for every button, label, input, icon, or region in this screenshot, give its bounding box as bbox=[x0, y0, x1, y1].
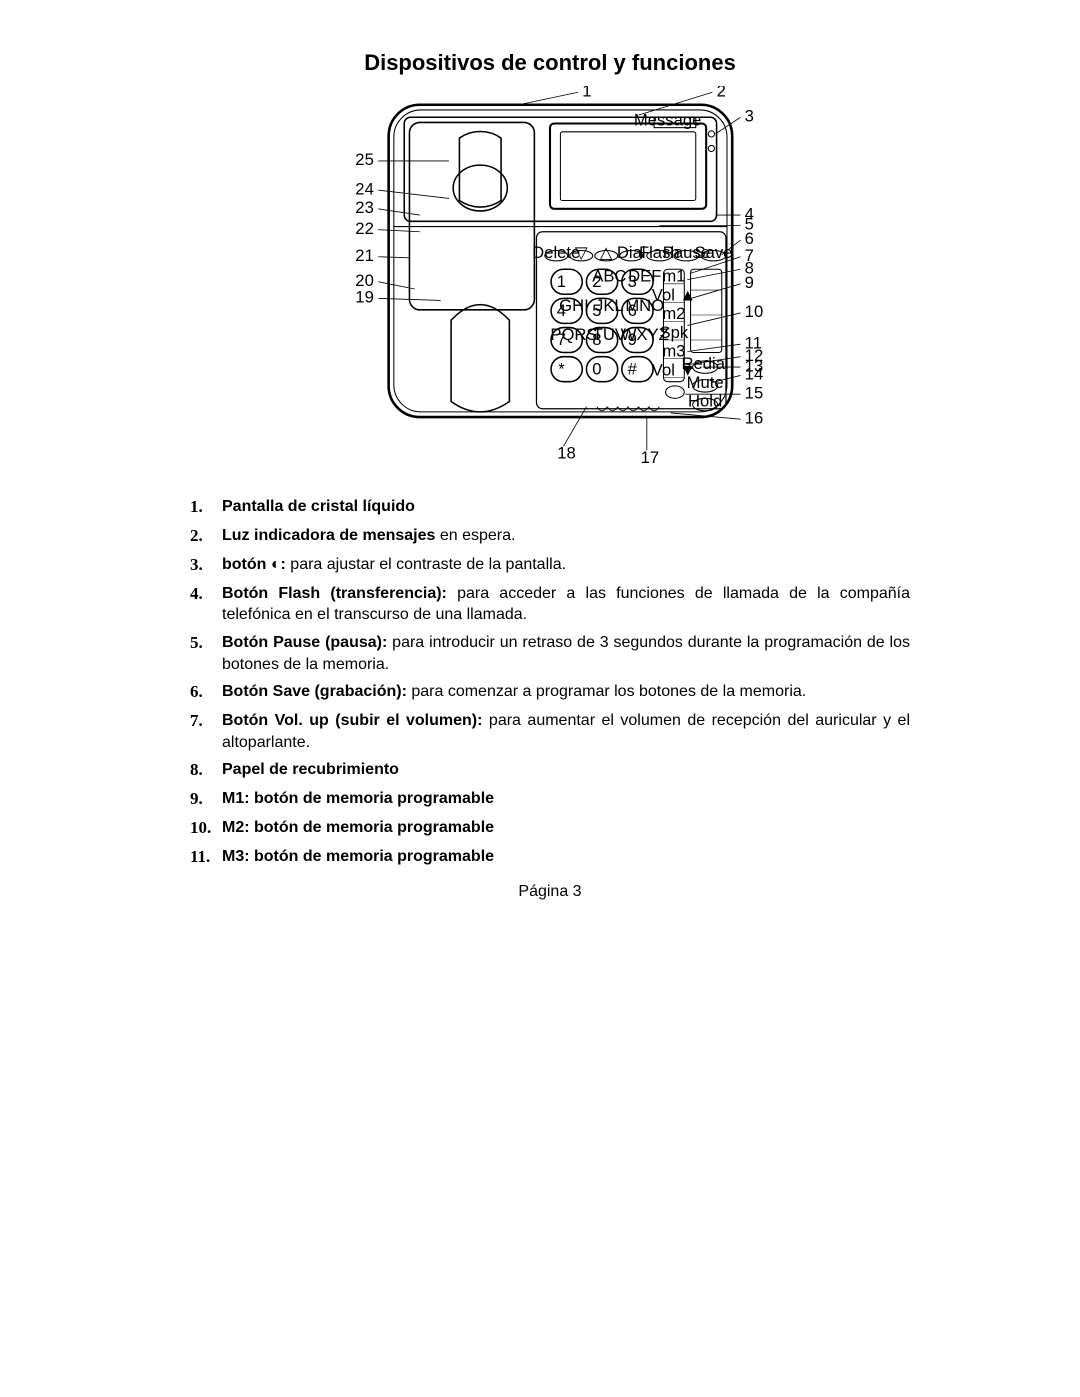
svg-text:#: # bbox=[628, 359, 638, 378]
list-item-bold: Botón Flash (transferencia): bbox=[222, 585, 447, 602]
list-item-body: Botón Flash (transferencia): para accede… bbox=[222, 583, 910, 626]
list-item-number: 6. bbox=[190, 681, 222, 704]
list-item-text: para ajustar el contraste de la pantalla… bbox=[286, 556, 566, 573]
svg-text:▽: ▽ bbox=[575, 243, 589, 262]
list-item: 10.M2: botón de memoria programable bbox=[190, 817, 910, 840]
svg-text:3: 3 bbox=[745, 106, 754, 125]
list-item-body: Botón Vol. up (subir el volumen): para a… bbox=[222, 710, 910, 753]
list-item-bold: Luz indicadora de mensajes bbox=[222, 527, 435, 544]
function-list: 1.Pantalla de cristal líquido2.Luz indic… bbox=[190, 496, 910, 869]
list-item: 5.Botón Pause (pausa): para introducir u… bbox=[190, 632, 910, 675]
svg-text:GHI: GHI bbox=[559, 296, 589, 315]
list-item-bold: Botón Vol. up (subir el volumen): bbox=[222, 712, 482, 729]
list-item: 11.M3: botón de memoria programable bbox=[190, 846, 910, 869]
list-item-body: M1: botón de memoria programable bbox=[222, 788, 910, 811]
svg-text:24: 24 bbox=[355, 179, 374, 198]
list-item: 2.Luz indicadora de mensajes en espera. bbox=[190, 525, 910, 548]
svg-text:10: 10 bbox=[745, 302, 764, 321]
page-title: Dispositivos de control y funciones bbox=[190, 50, 910, 76]
svg-text:1: 1 bbox=[557, 272, 566, 291]
svg-text:DEF: DEF bbox=[628, 267, 661, 286]
page-footer: Página 3 bbox=[190, 883, 910, 901]
list-item-bold: Botón Pause (pausa): bbox=[222, 634, 387, 651]
list-item-number: 11. bbox=[190, 846, 222, 869]
svg-text:22: 22 bbox=[355, 219, 374, 238]
list-item-bold: Botón Save (grabación): bbox=[222, 683, 407, 700]
list-item-bold: M2: botón de memoria programable bbox=[222, 819, 494, 836]
svg-text:PQRS: PQRS bbox=[550, 325, 597, 344]
svg-text:2: 2 bbox=[717, 86, 726, 100]
svg-text:1: 1 bbox=[582, 86, 591, 100]
list-item: 4.Botón Flash (transferencia): para acce… bbox=[190, 583, 910, 626]
list-item-number: 8. bbox=[190, 759, 222, 782]
list-item: 6.Botón Save (grabación): para comenzar … bbox=[190, 681, 910, 704]
list-item-body: Luz indicadora de mensajes en espera. bbox=[222, 525, 910, 548]
svg-text:m1: m1 bbox=[662, 267, 685, 286]
svg-text:16: 16 bbox=[745, 408, 764, 427]
list-item-number: 2. bbox=[190, 525, 222, 548]
list-item-bold: M1: botón de memoria programable bbox=[222, 790, 494, 807]
svg-text:18: 18 bbox=[557, 444, 576, 463]
svg-text:15: 15 bbox=[745, 383, 764, 402]
list-item-number: 10. bbox=[190, 817, 222, 840]
list-item-bold: botón ◐: bbox=[222, 556, 286, 573]
list-item-bold: Pantalla de cristal líquido bbox=[222, 498, 415, 515]
list-item-number: 5. bbox=[190, 632, 222, 675]
svg-text:Vol ▲: Vol ▲ bbox=[652, 285, 696, 304]
list-item: 1.Pantalla de cristal líquido bbox=[190, 496, 910, 519]
list-item-body: Botón Pause (pausa): para introducir un … bbox=[222, 632, 910, 675]
list-item-bold: M3: botón de memoria programable bbox=[222, 848, 494, 865]
list-item-number: 9. bbox=[190, 788, 222, 811]
list-item-number: 4. bbox=[190, 583, 222, 626]
list-item: 7.Botón Vol. up (subir el volumen): para… bbox=[190, 710, 910, 753]
svg-text:21: 21 bbox=[355, 246, 374, 265]
svg-text:23: 23 bbox=[355, 198, 374, 217]
list-item-body: Pantalla de cristal líquido bbox=[222, 496, 910, 519]
list-item-number: 7. bbox=[190, 710, 222, 753]
svg-text:m2: m2 bbox=[662, 304, 685, 323]
list-item-text: para comenzar a programar los botones de… bbox=[407, 683, 806, 700]
list-item-text: en espera. bbox=[435, 527, 515, 544]
list-item-body: Papel de recubrimiento bbox=[222, 759, 910, 782]
list-item-body: Botón Save (grabación): para comenzar a … bbox=[222, 681, 910, 704]
list-item: 3.botón ◐: para ajustar el contraste de … bbox=[190, 554, 910, 577]
device-diagram: MessageDelete▽△DialFlashPauseSave12ABC3D… bbox=[335, 86, 765, 466]
list-item-body: M3: botón de memoria programable bbox=[222, 846, 910, 869]
page: Dispositivos de control y funciones Mess… bbox=[190, 0, 910, 961]
svg-text:17: 17 bbox=[641, 448, 660, 466]
svg-text:Save: Save bbox=[694, 243, 732, 262]
svg-text:Mute: Mute bbox=[687, 373, 724, 392]
svg-text:25: 25 bbox=[355, 150, 374, 169]
list-item-number: 1. bbox=[190, 496, 222, 519]
svg-text:Spk: Spk bbox=[660, 323, 689, 342]
svg-text:JKL: JKL bbox=[595, 296, 624, 315]
svg-text:19: 19 bbox=[355, 288, 374, 307]
svg-text:△: △ bbox=[600, 243, 614, 262]
list-item-body: botón ◐: para ajustar el contraste de la… bbox=[222, 554, 910, 577]
list-item: 8.Papel de recubrimiento bbox=[190, 759, 910, 782]
list-item: 9.M1: botón de memoria programable bbox=[190, 788, 910, 811]
svg-text:Redial: Redial bbox=[682, 354, 729, 373]
list-item-body: M2: botón de memoria programable bbox=[222, 817, 910, 840]
list-item-number: 3. bbox=[190, 554, 222, 577]
svg-text:9: 9 bbox=[745, 273, 754, 292]
svg-text:0: 0 bbox=[592, 359, 601, 378]
svg-text:*: * bbox=[558, 359, 565, 378]
svg-text:14: 14 bbox=[745, 365, 764, 384]
list-item-bold: Papel de recubrimiento bbox=[222, 761, 399, 778]
